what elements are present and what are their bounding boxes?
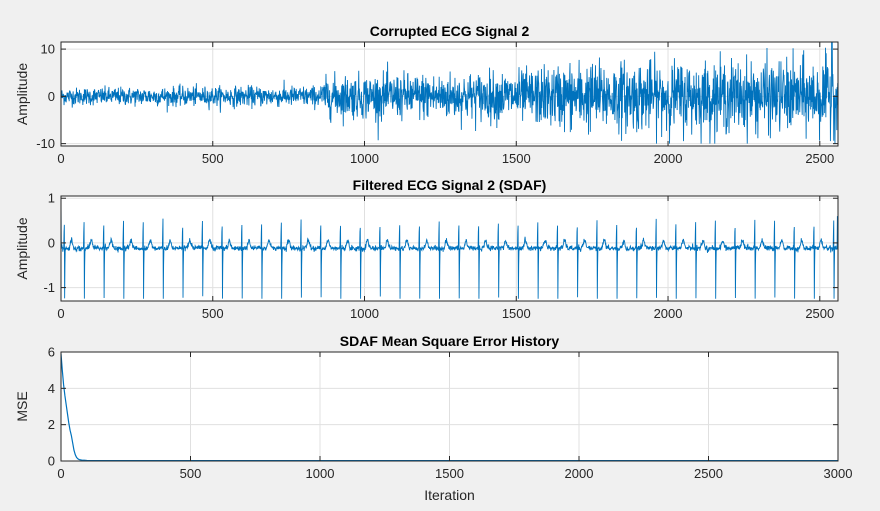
y-tick-label: 1 [48,191,55,206]
x-tick-label: 500 [202,151,224,166]
panel-mse-history: 0 500 1000 1500 2000 2500 3000 0 2 4 6 SDAF Mean S… [14,333,852,503]
x-tick-label: 1000 [350,151,379,166]
series-line [61,198,838,299]
chart-title: Filtered ECG Signal 2 (SDAF) [353,177,547,193]
grid [60,196,838,301]
x-tick-label: 500 [202,306,224,321]
y-tick-label: 0 [48,89,55,104]
plot-area [61,198,838,299]
x-tick-label: 0 [57,466,64,481]
plot-area [61,42,838,144]
x-tick-label: 2500 [805,151,834,166]
ticks: 0 500 1000 1500 2000 2500-101 [43,191,838,321]
y-tick-label: 10 [41,42,55,57]
y-tick-label: -10 [36,136,55,151]
x-tick-label: 2500 [805,306,834,321]
y-axis-label: Amplitude [14,63,30,125]
x-tick-label: 1000 [306,466,335,481]
chart-title: SDAF Mean Square Error History [340,333,560,349]
series-line [61,42,838,144]
y-tick-label: 4 [48,381,55,396]
x-tick-label: 3000 [824,466,853,481]
x-tick-label: 0 [57,306,64,321]
ticks: 0 500 1000 1500 2000 2500 3000 0 2 4 6 [48,345,853,482]
x-tick-label: 2000 [654,306,683,321]
panel-filtered-ecg: 0 500 1000 1500 2000 2500-101 Filtered ECG Si… [14,177,839,321]
chart-title: Corrupted ECG Signal 2 [370,23,530,39]
x-tick-label: 500 [180,466,202,481]
y-tick-label: 0 [48,454,55,469]
x-tick-label: 1500 [502,306,531,321]
x-tick-label: 1000 [350,306,379,321]
y-tick-label: 2 [48,417,55,432]
x-axis-label: Iteration [424,487,475,503]
y-axis-label: MSE [14,391,30,421]
y-tick-label: 0 [48,235,55,250]
x-tick-label: 2000 [654,151,683,166]
axes-frame [60,41,839,147]
y-tick-label: -1 [43,280,55,295]
x-tick-label: 1500 [435,466,464,481]
y-tick-label: 6 [48,345,55,360]
x-tick-label: 0 [57,151,64,166]
axes-frame [60,195,839,302]
x-tick-label: 2500 [694,466,723,481]
x-tick-label: 1500 [502,151,531,166]
x-tick-label: 2000 [565,466,594,481]
y-axis-label: Amplitude [14,217,30,279]
